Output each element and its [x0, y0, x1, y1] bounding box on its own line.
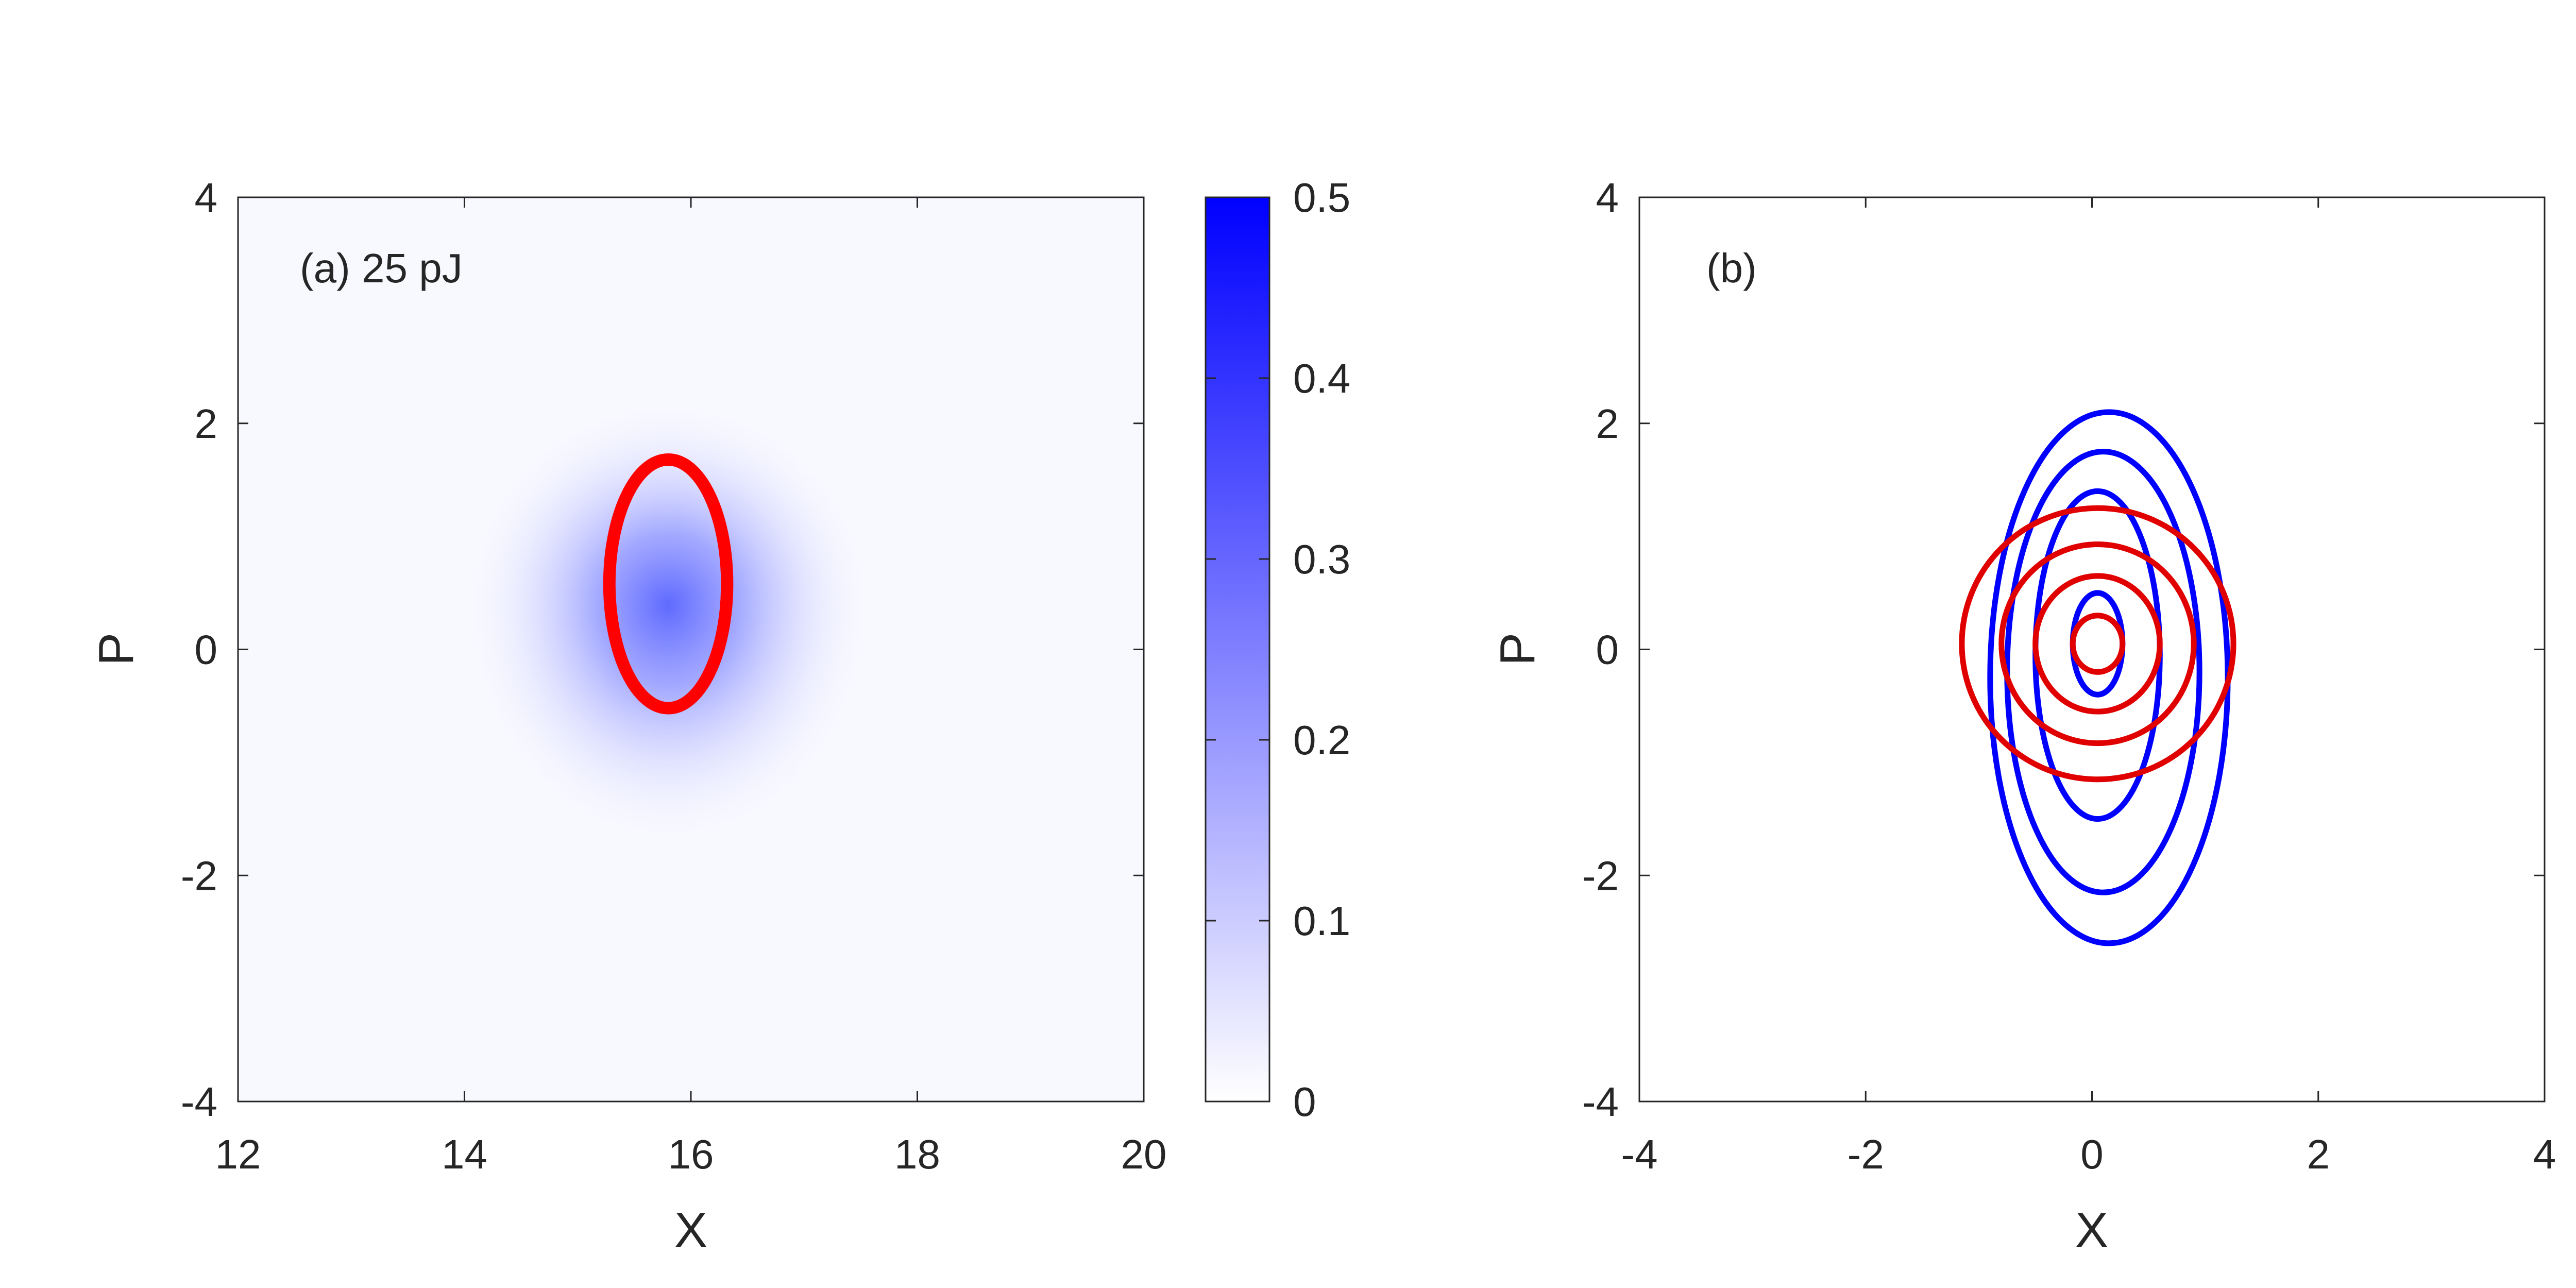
panel-a-y-tick-label: 0: [195, 627, 218, 673]
colorbar-tick-label: 0.5: [1293, 175, 1350, 221]
panel-b-y-tick-label: 4: [1596, 175, 1619, 221]
red-contour-3: [1998, 541, 2197, 747]
panel-a-x-axis: 12 14 16 18 20: [215, 197, 1167, 1177]
panel-a-annotation: (a) 25 pJ: [300, 245, 463, 291]
panel-a-x-tick-label: 16: [668, 1131, 714, 1177]
colorbar: 0 0.1 0.2 0.3 0.4 0.5: [1205, 175, 1350, 1125]
panel-b-y-tick-label: -2: [1582, 853, 1619, 899]
panel-b-contour: -4 -2 0 2 4 -4 -2 0 2 4 (b) X P: [1490, 175, 2556, 1258]
panel-a-x-label: X: [674, 1202, 707, 1258]
panel-b-annotation: (b): [1706, 245, 1757, 291]
colorbar-tick-label: 0.4: [1293, 355, 1350, 401]
colorbar-tick-label: 0.3: [1293, 536, 1350, 582]
panel-a-distribution: [469, 206, 868, 1075]
panel-a-x-tick-label: 14: [442, 1131, 487, 1177]
panel-b-y-tick-label: 0: [1596, 627, 1619, 673]
panel-b-contour-lines: [1959, 409, 2236, 946]
red-contour-1: [2070, 613, 2126, 675]
colorbar-tick-label: 0.1: [1293, 898, 1350, 944]
colorbar-tick-label: 0: [1293, 1079, 1316, 1125]
distribution-upper-half: [469, 206, 868, 604]
panel-a-y-tick-label: -2: [181, 853, 217, 899]
panel-b-y-axis: -4 -2 0 2 4: [1582, 175, 2545, 1125]
panel-a-y-tick-label: -4: [181, 1079, 217, 1125]
panel-b-y-label: P: [1490, 633, 1545, 666]
panel-b-x-axis: -4 -2 0 2 4: [1621, 197, 2556, 1177]
panel-a-y-tick-label: 2: [195, 401, 218, 447]
colorbar-ticks: 0 0.1 0.2 0.3 0.4 0.5: [1206, 175, 1350, 1125]
panel-b-y-tick-label: -4: [1582, 1079, 1619, 1125]
panel-b-background: [1639, 197, 2545, 1101]
panel-a-y-label: P: [89, 633, 144, 666]
panel-b-x-tick-label: 4: [2533, 1131, 2556, 1177]
panel-a-heatmap: 12 14 16 18 20 -4 -2 0 2 4 (a) 25 pJ X P: [89, 175, 1166, 1258]
panel-b-x-tick-label: -4: [1621, 1131, 1657, 1177]
colorbar-tick-label: 0.2: [1293, 717, 1350, 763]
red-contour-2: [2032, 573, 2163, 715]
panel-a-x-tick-label: 18: [894, 1131, 940, 1177]
panel-a-red-circle: [603, 453, 734, 715]
panel-a-y-tick-label: 4: [195, 175, 218, 221]
distribution-lower-half: [469, 604, 868, 1075]
panel-a-y-axis: -4 -2 0 2 4: [181, 175, 1144, 1125]
panel-b-x-tick-label: 2: [2307, 1131, 2330, 1177]
panel-a-x-tick-label: 20: [1121, 1131, 1167, 1177]
red-contour-4: [1959, 505, 2236, 783]
panel-b-x-tick-label: -2: [1848, 1131, 1884, 1177]
panel-b-x-tick-label: 0: [2080, 1131, 2104, 1177]
panel-b-y-tick-label: 2: [1596, 401, 1619, 447]
panel-b-x-label: X: [2075, 1202, 2108, 1258]
colorbar-frame: [1205, 196, 1270, 1103]
colorbar-gradient: [1206, 197, 1269, 1101]
panel-a-x-tick-label: 12: [215, 1131, 261, 1177]
